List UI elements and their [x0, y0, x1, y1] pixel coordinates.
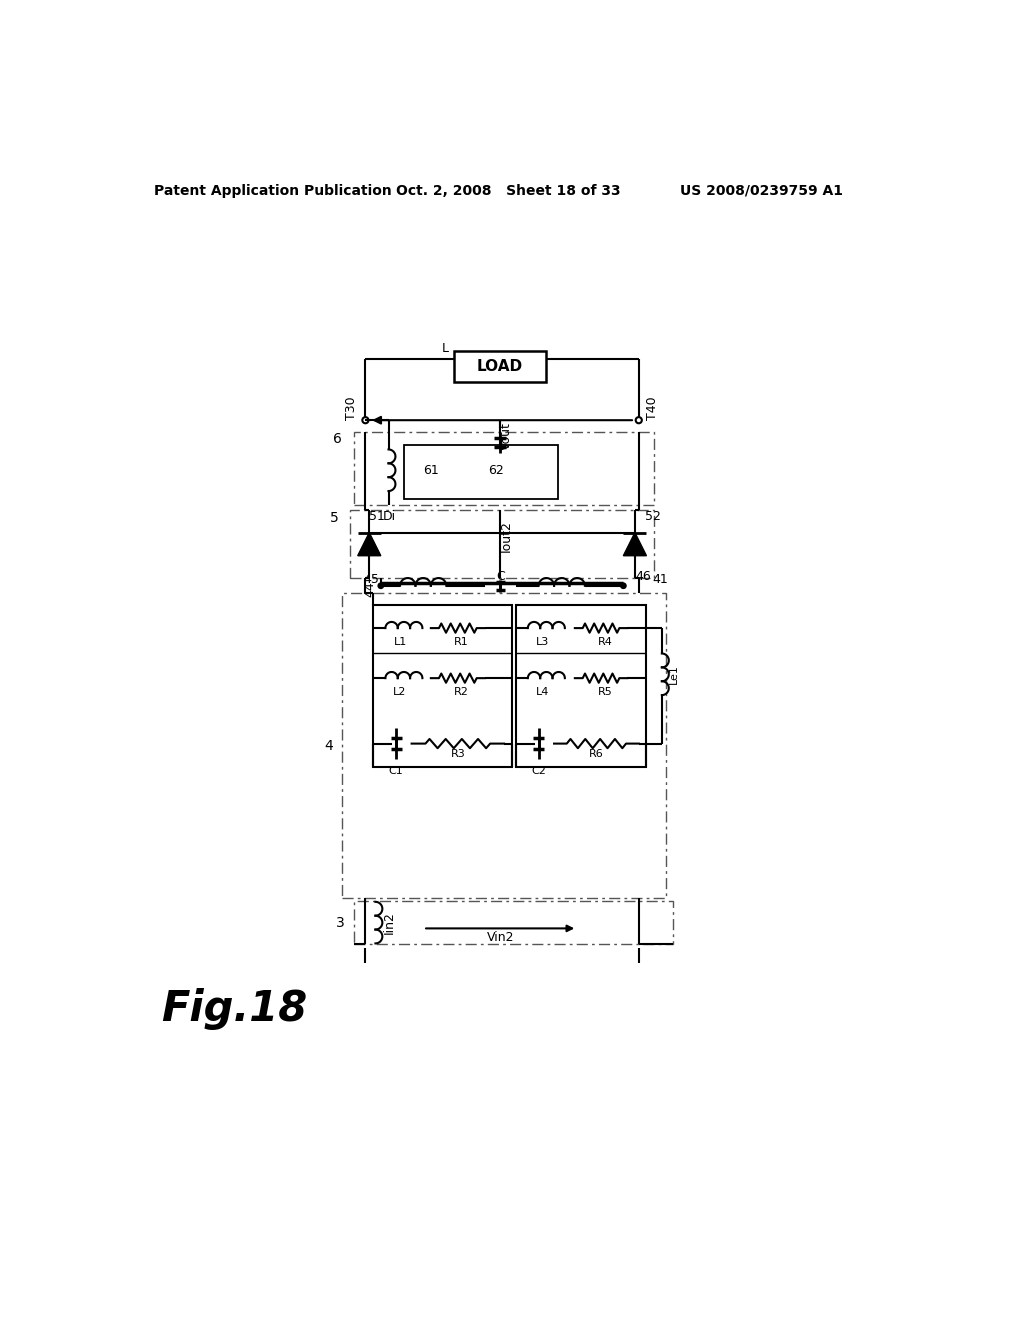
Text: Iout2: Iout2 [500, 520, 513, 552]
Bar [454, 351, 547, 381]
Text: 41: 41 [652, 573, 669, 586]
Bar [354, 432, 654, 506]
Text: R4: R4 [598, 638, 613, 647]
Text: 4: 4 [324, 738, 333, 752]
Text: C1: C1 [389, 766, 403, 776]
Text: L: L [441, 342, 449, 355]
Text: Le1: Le1 [669, 664, 679, 684]
Bar [373, 605, 512, 767]
Text: Fig.18: Fig.18 [162, 989, 307, 1030]
Text: Vin2: Vin2 [486, 931, 514, 944]
Text: Di: Di [382, 510, 395, 523]
Polygon shape [624, 533, 646, 556]
Text: R1: R1 [455, 638, 469, 647]
Bar [515, 605, 646, 767]
Text: 52: 52 [645, 510, 660, 523]
Text: 51: 51 [370, 510, 385, 523]
Text: C: C [496, 570, 505, 583]
Text: R3: R3 [451, 750, 465, 759]
Text: 3: 3 [336, 916, 344, 929]
Text: LOAD: LOAD [477, 359, 523, 374]
Text: 6: 6 [334, 433, 342, 446]
Text: Iin2: Iin2 [383, 911, 396, 935]
Text: 46: 46 [635, 570, 650, 583]
Text: 61: 61 [423, 463, 438, 477]
Text: 5: 5 [330, 511, 339, 525]
Text: C2: C2 [531, 766, 546, 776]
Bar [354, 902, 674, 944]
Text: 44: 44 [364, 582, 377, 598]
Bar [342, 594, 666, 898]
Polygon shape [357, 533, 381, 556]
Circle shape [636, 417, 642, 424]
Text: T40: T40 [646, 397, 659, 421]
Text: R5: R5 [598, 686, 613, 697]
Text: T30: T30 [345, 397, 358, 421]
Text: R6: R6 [589, 750, 604, 759]
Bar [403, 445, 558, 499]
Circle shape [621, 583, 626, 589]
Text: 62: 62 [488, 463, 504, 477]
Text: 45: 45 [364, 573, 380, 586]
Text: US 2008/0239759 A1: US 2008/0239759 A1 [681, 183, 844, 198]
Text: R2: R2 [455, 686, 469, 697]
Text: L3: L3 [536, 638, 549, 647]
Text: L2: L2 [393, 686, 407, 697]
Text: Oct. 2, 2008   Sheet 18 of 33: Oct. 2, 2008 Sheet 18 of 33 [395, 183, 621, 198]
Text: Patent Application Publication: Patent Application Publication [155, 183, 392, 198]
Circle shape [378, 583, 384, 589]
Bar [350, 511, 654, 578]
Circle shape [362, 417, 369, 424]
Text: L4: L4 [536, 686, 549, 697]
Text: Vout: Vout [500, 421, 513, 450]
Text: L1: L1 [393, 638, 407, 647]
